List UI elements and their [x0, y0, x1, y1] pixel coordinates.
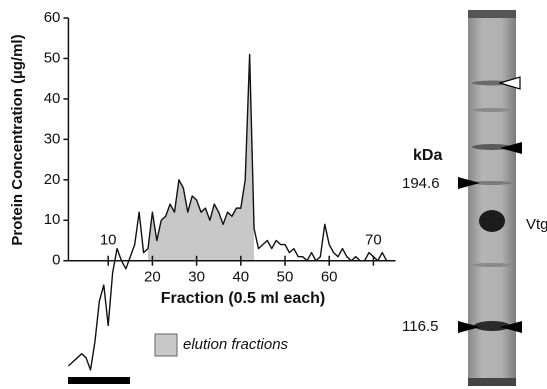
y-tick-label: 40 — [44, 90, 61, 107]
x-tick-label: 10 — [100, 232, 117, 249]
scale-bar — [68, 377, 130, 384]
gel-unit-label: kDa — [413, 147, 442, 164]
x-axis-label: Fraction (0.5 ml each) — [161, 290, 326, 307]
legend-label: elution fractions — [183, 336, 289, 353]
x-tick-label: 40 — [232, 269, 249, 286]
y-tick-label: 0 — [52, 252, 60, 269]
legend-swatch — [155, 334, 177, 356]
gel-marker-label: 194.6 — [402, 175, 440, 192]
x-tick-label: 20 — [144, 269, 161, 286]
gel — [458, 10, 522, 386]
x-tick-label: 30 — [188, 269, 205, 286]
y-axis-label: Protein Concentration (µg/ml) — [9, 34, 26, 245]
x-tick-label: 50 — [277, 269, 294, 286]
gel-marker-label: 116.5 — [402, 318, 438, 335]
y-tick-label: 20 — [44, 171, 61, 188]
y-tick-label: 30 — [44, 130, 61, 147]
y-tick-label: 10 — [44, 211, 61, 228]
data-line — [68, 54, 386, 370]
y-tick-label: 60 — [44, 9, 61, 26]
x-tick-label: 70 — [365, 232, 382, 249]
y-tick-label: 50 — [44, 49, 61, 66]
gel-band-label: Vtg — [526, 216, 547, 233]
x-tick-label: 60 — [321, 269, 338, 286]
figure: Protein Concentration (µg/ml) Fraction (… — [0, 0, 547, 389]
shaded-area — [148, 54, 254, 260]
